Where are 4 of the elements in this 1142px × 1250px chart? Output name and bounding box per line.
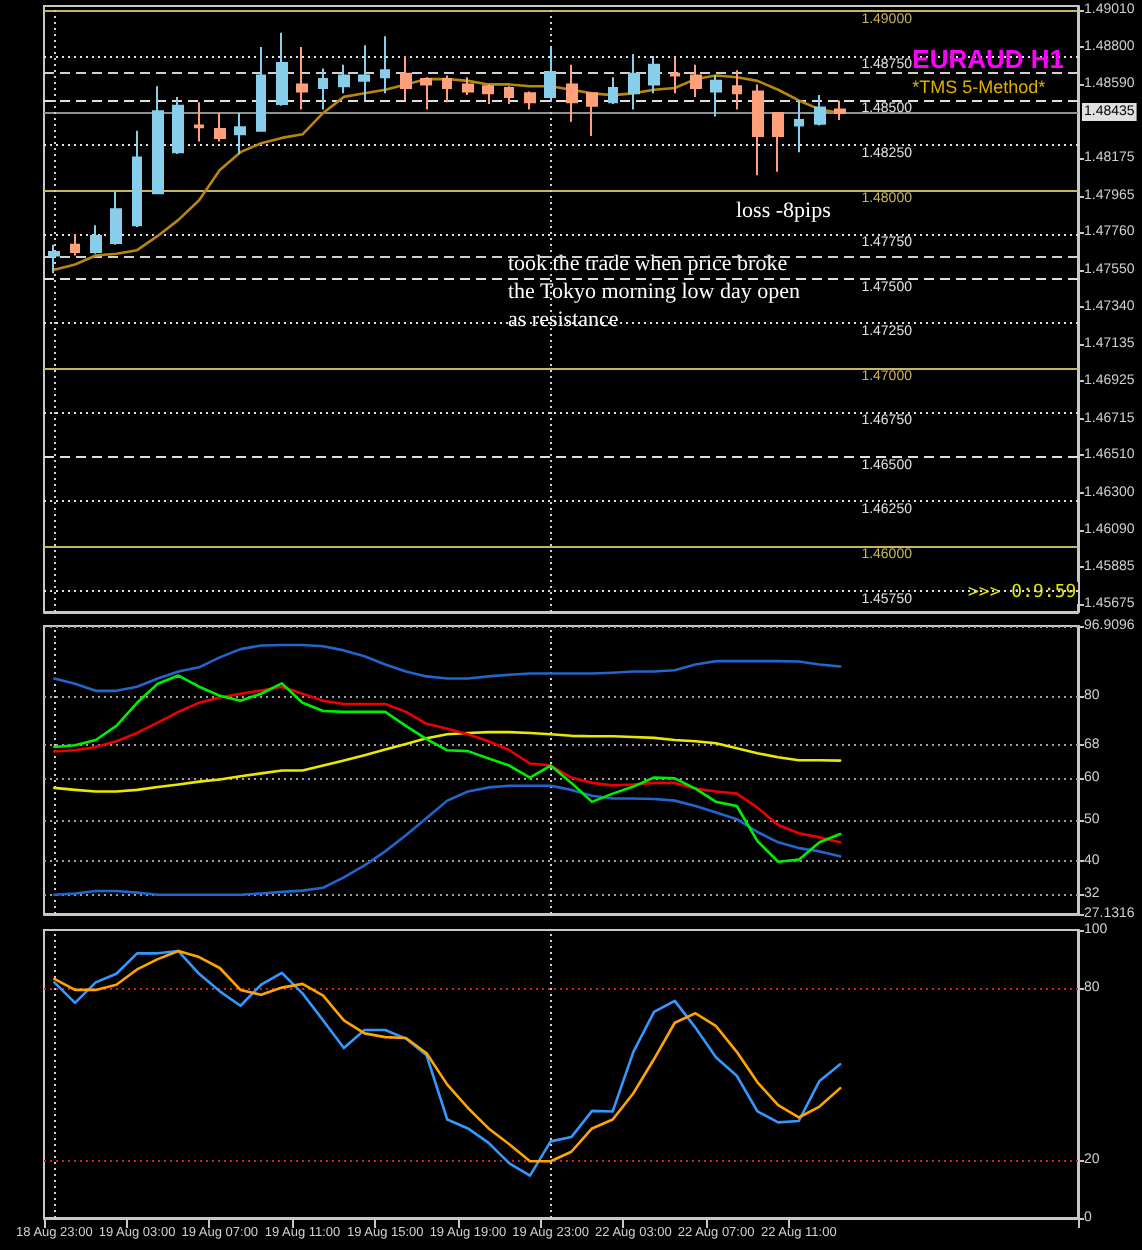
annotation: took the trade when price broke the Tokyo morning low day open as resistance <box>508 252 806 332</box>
annotation: loss -8pips <box>736 199 831 223</box>
text: EURAUD H1 <box>912 44 1064 74</box>
text: *TMS 5-Method* <box>912 77 1047 97</box>
